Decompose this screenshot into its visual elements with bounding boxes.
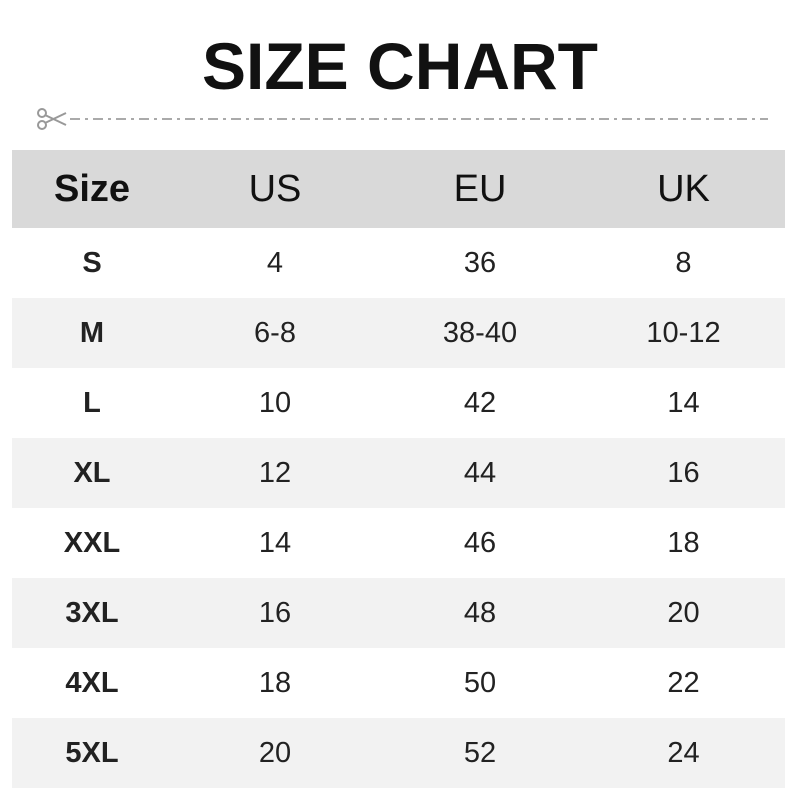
cut-line <box>37 108 768 130</box>
cell-size: M <box>79 316 105 349</box>
size-table: Size US EU UK S 4 36 8 M 6-8 38-40 10-12 L 10 42 14… <box>12 150 785 788</box>
cell-eu: 44 <box>463 456 497 489</box>
cell-eu: 38-40 <box>442 316 518 349</box>
cell-us: 4 <box>266 246 284 279</box>
cell-us: 16 <box>258 596 292 629</box>
cell-size: XL <box>73 456 111 489</box>
table-row: M 6-8 38-40 10-12 <box>12 298 785 368</box>
cell-eu: 42 <box>463 386 497 419</box>
table-row: XXL 14 46 18 <box>12 508 785 578</box>
cell-uk: 22 <box>667 666 700 699</box>
cell-size: XXL <box>63 526 121 559</box>
cell-us: 10 <box>258 386 292 419</box>
scissors-icon <box>37 108 67 130</box>
cell-uk: 14 <box>667 386 700 419</box>
table-row: 5XL 20 52 24 <box>12 718 785 788</box>
header-us: US <box>248 167 302 210</box>
cell-eu: 48 <box>463 596 497 629</box>
table-row: S 4 36 8 <box>12 228 785 298</box>
cell-size: 5XL <box>65 736 119 769</box>
cell-uk: 10-12 <box>646 316 721 349</box>
table-row: XL 12 44 16 <box>12 438 785 508</box>
header-uk: UK <box>657 167 710 210</box>
cell-us: 20 <box>258 736 292 769</box>
page-title: SIZE CHART <box>202 29 598 103</box>
cell-eu: 50 <box>463 666 497 699</box>
cell-uk: 24 <box>667 736 700 769</box>
cell-size: S <box>82 246 102 279</box>
cell-us: 14 <box>258 526 292 559</box>
cell-eu: 46 <box>463 526 497 559</box>
table-row: 4XL 18 50 22 <box>12 648 785 718</box>
cell-uk: 16 <box>667 456 700 489</box>
cell-uk: 8 <box>675 246 692 279</box>
cell-us: 18 <box>258 666 292 699</box>
cell-eu: 52 <box>463 736 497 769</box>
cell-uk: 20 <box>667 596 700 629</box>
cell-us: 6-8 <box>254 316 296 349</box>
cell-size: 3XL <box>65 596 119 629</box>
header-size: Size <box>53 167 131 210</box>
header-eu: EU <box>453 167 507 210</box>
table-header: Size US EU UK <box>12 150 785 228</box>
cell-eu: 36 <box>463 246 497 279</box>
cell-uk: 18 <box>667 526 700 559</box>
table-row: 3XL 16 48 20 <box>12 578 785 648</box>
cell-us: 12 <box>258 456 292 489</box>
table-row: L 10 42 14 <box>12 368 785 438</box>
cell-size: L <box>83 386 101 419</box>
cell-size: 4XL <box>65 666 119 699</box>
